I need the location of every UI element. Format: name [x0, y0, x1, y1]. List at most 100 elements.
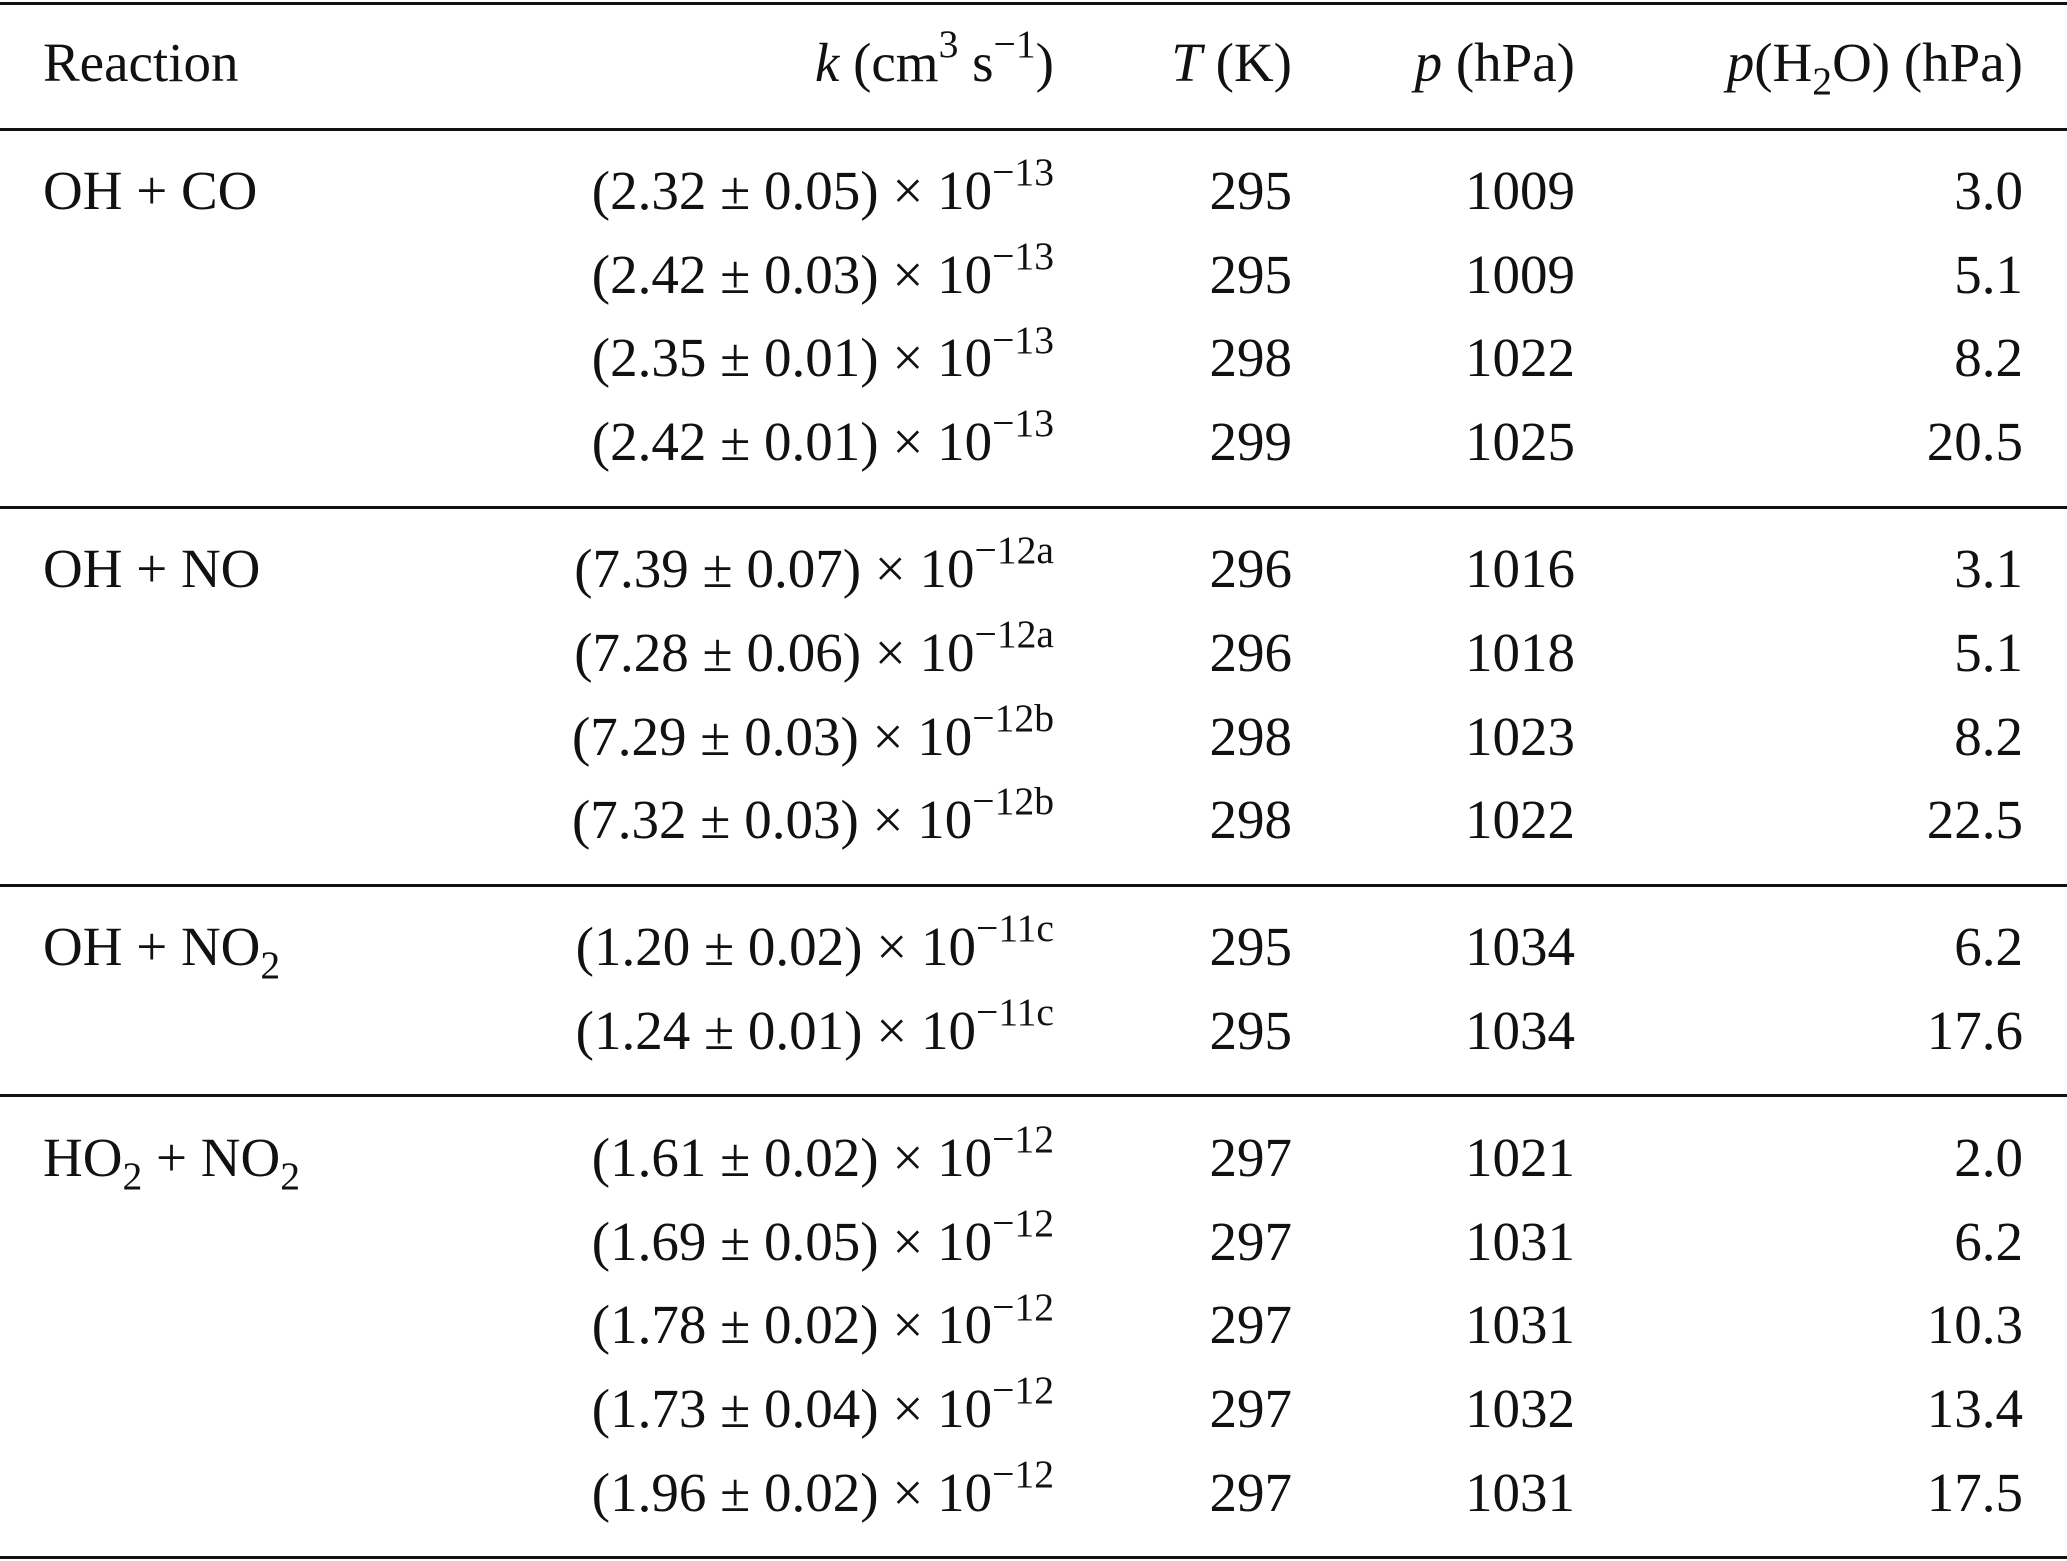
temperature: 297 — [1209, 1294, 1293, 1356]
pressure: 1016 — [1465, 538, 1575, 600]
sup-text: −12b — [972, 779, 1054, 824]
rate-constant: (1.20 ± 0.02) × 10−11c — [576, 905, 1054, 989]
pressure: 1018 — [1465, 621, 1575, 683]
text: (1.24 ± 0.01) × 10 — [575, 999, 976, 1061]
text: OH + NO — [43, 916, 261, 978]
temperature: 297 — [1209, 1126, 1293, 1188]
rule — [0, 1, 2067, 5]
temperature: 297 — [1209, 1210, 1293, 1272]
temperature: 295 — [1209, 916, 1293, 978]
rate-constant: (1.61 ± 0.02) × 10−12 — [592, 1116, 1054, 1200]
italic-text: p — [1726, 32, 1755, 93]
sub-text: 2 — [260, 942, 281, 987]
rule — [0, 127, 2067, 131]
text: Reaction — [43, 32, 239, 93]
italic-text: k — [814, 32, 840, 93]
rate-constant: (1.78 ± 0.02) × 10−12 — [592, 1283, 1054, 1367]
header-cell: T (K) — [1171, 21, 1292, 105]
pressure: 1031 — [1465, 1461, 1575, 1523]
pressure: 1034 — [1465, 999, 1575, 1061]
rate-constant: (7.29 ± 0.03) × 10−12b — [572, 695, 1054, 779]
sup-text: −12 — [992, 1451, 1054, 1496]
sup-text: −12 — [992, 1200, 1054, 1245]
temperature: 298 — [1209, 327, 1293, 389]
text: OH + CO — [43, 160, 258, 221]
water-pressure: 20.5 — [1926, 411, 2023, 473]
rate-constant: (7.39 ± 0.07) × 10−12a — [574, 527, 1054, 611]
sup-text: −12b — [972, 695, 1054, 740]
water-pressure: 17.5 — [1926, 1461, 2023, 1523]
rule — [0, 1556, 2067, 1560]
header-cell: p (hPa) — [1415, 21, 1575, 105]
text: (7.28 ± 0.06) × 10 — [574, 621, 975, 683]
pressure: 1022 — [1465, 327, 1575, 389]
text: ) — [1035, 32, 1054, 93]
sup-text: −11c — [976, 990, 1054, 1035]
water-pressure: 8.2 — [1954, 327, 2023, 389]
rate-constant: (1.96 ± 0.02) × 10−12 — [592, 1451, 1054, 1535]
text: (1.61 ± 0.02) × 10 — [591, 1126, 993, 1188]
text: (hPa) — [1442, 32, 1575, 93]
text: + NO — [142, 1126, 281, 1188]
rate-constant: (2.35 ± 0.01) × 10−13 — [592, 316, 1054, 400]
italic-text: T — [1171, 32, 1202, 93]
sub-text: 2 — [122, 1153, 143, 1198]
text: (1.96 ± 0.02) × 10 — [591, 1461, 993, 1523]
pressure: 1022 — [1465, 789, 1575, 851]
sup-text: −13 — [992, 150, 1054, 195]
sup-text: −12 — [992, 1117, 1054, 1162]
pressure: 1031 — [1465, 1210, 1575, 1272]
temperature: 295 — [1209, 243, 1293, 305]
temperature: 296 — [1209, 621, 1293, 683]
text: OH + NO — [43, 538, 261, 600]
rate-constant: (7.28 ± 0.06) × 10−12a — [574, 611, 1054, 695]
sub-text: 2 — [1812, 58, 1833, 103]
text: HO — [43, 1126, 123, 1188]
temperature: 297 — [1209, 1378, 1293, 1439]
reaction: OH + NO2 — [43, 905, 280, 989]
pressure: 1009 — [1465, 243, 1575, 305]
rule — [0, 1094, 2067, 1098]
pressure: 1031 — [1465, 1294, 1575, 1356]
rule — [0, 883, 2067, 887]
water-pressure: 10.3 — [1926, 1294, 2023, 1356]
pressure: 1009 — [1465, 160, 1575, 221]
text: s — [958, 32, 994, 93]
rate-constant: (2.42 ± 0.03) × 10−13 — [592, 233, 1054, 317]
text: (H — [1754, 32, 1813, 93]
text: O) (hPa) — [1832, 32, 2023, 93]
header-cell: p(H2O) (hPa) — [1727, 21, 2023, 105]
text: (2.42 ± 0.03) × 10 — [591, 243, 993, 305]
text: (1.73 ± 0.04) × 10 — [591, 1378, 993, 1439]
reaction: OH + CO — [43, 149, 257, 233]
italic-text: p — [1414, 32, 1443, 93]
text: (cm — [839, 32, 939, 93]
text: (7.32 ± 0.03) × 10 — [571, 789, 973, 851]
reaction: HO2 + NO2 — [43, 1116, 300, 1200]
rate-constant: (2.42 ± 0.01) × 10−13 — [592, 400, 1054, 484]
sub-text: 2 — [280, 1153, 301, 1198]
water-pressure: 22.5 — [1926, 789, 2023, 851]
rate-constant: (7.32 ± 0.03) × 10−12b — [572, 778, 1054, 862]
temperature: 297 — [1209, 1461, 1293, 1523]
sup-text: −1 — [993, 22, 1036, 67]
text: (2.42 ± 0.01) × 10 — [591, 411, 993, 473]
sup-text: −13 — [992, 233, 1054, 278]
rate-constant: (1.69 ± 0.05) × 10−12 — [592, 1200, 1054, 1284]
text: (2.35 ± 0.01) × 10 — [591, 327, 993, 389]
water-pressure: 5.1 — [1954, 243, 2023, 305]
sup-text: −12 — [992, 1284, 1054, 1329]
sup-text: −12a — [974, 528, 1054, 573]
text: (7.29 ± 0.03) × 10 — [571, 705, 973, 767]
pressure: 1034 — [1465, 916, 1575, 978]
water-pressure: 8.2 — [1954, 705, 2023, 767]
water-pressure: 6.2 — [1954, 1210, 2023, 1272]
text: (1.78 ± 0.02) × 10 — [591, 1294, 993, 1356]
text: (1.69 ± 0.05) × 10 — [591, 1210, 993, 1272]
sup-text: −11c — [976, 906, 1054, 951]
temperature: 295 — [1209, 999, 1293, 1061]
water-pressure: 5.1 — [1954, 621, 2023, 683]
temperature: 296 — [1209, 538, 1293, 600]
water-pressure: 3.0 — [1954, 160, 2023, 221]
